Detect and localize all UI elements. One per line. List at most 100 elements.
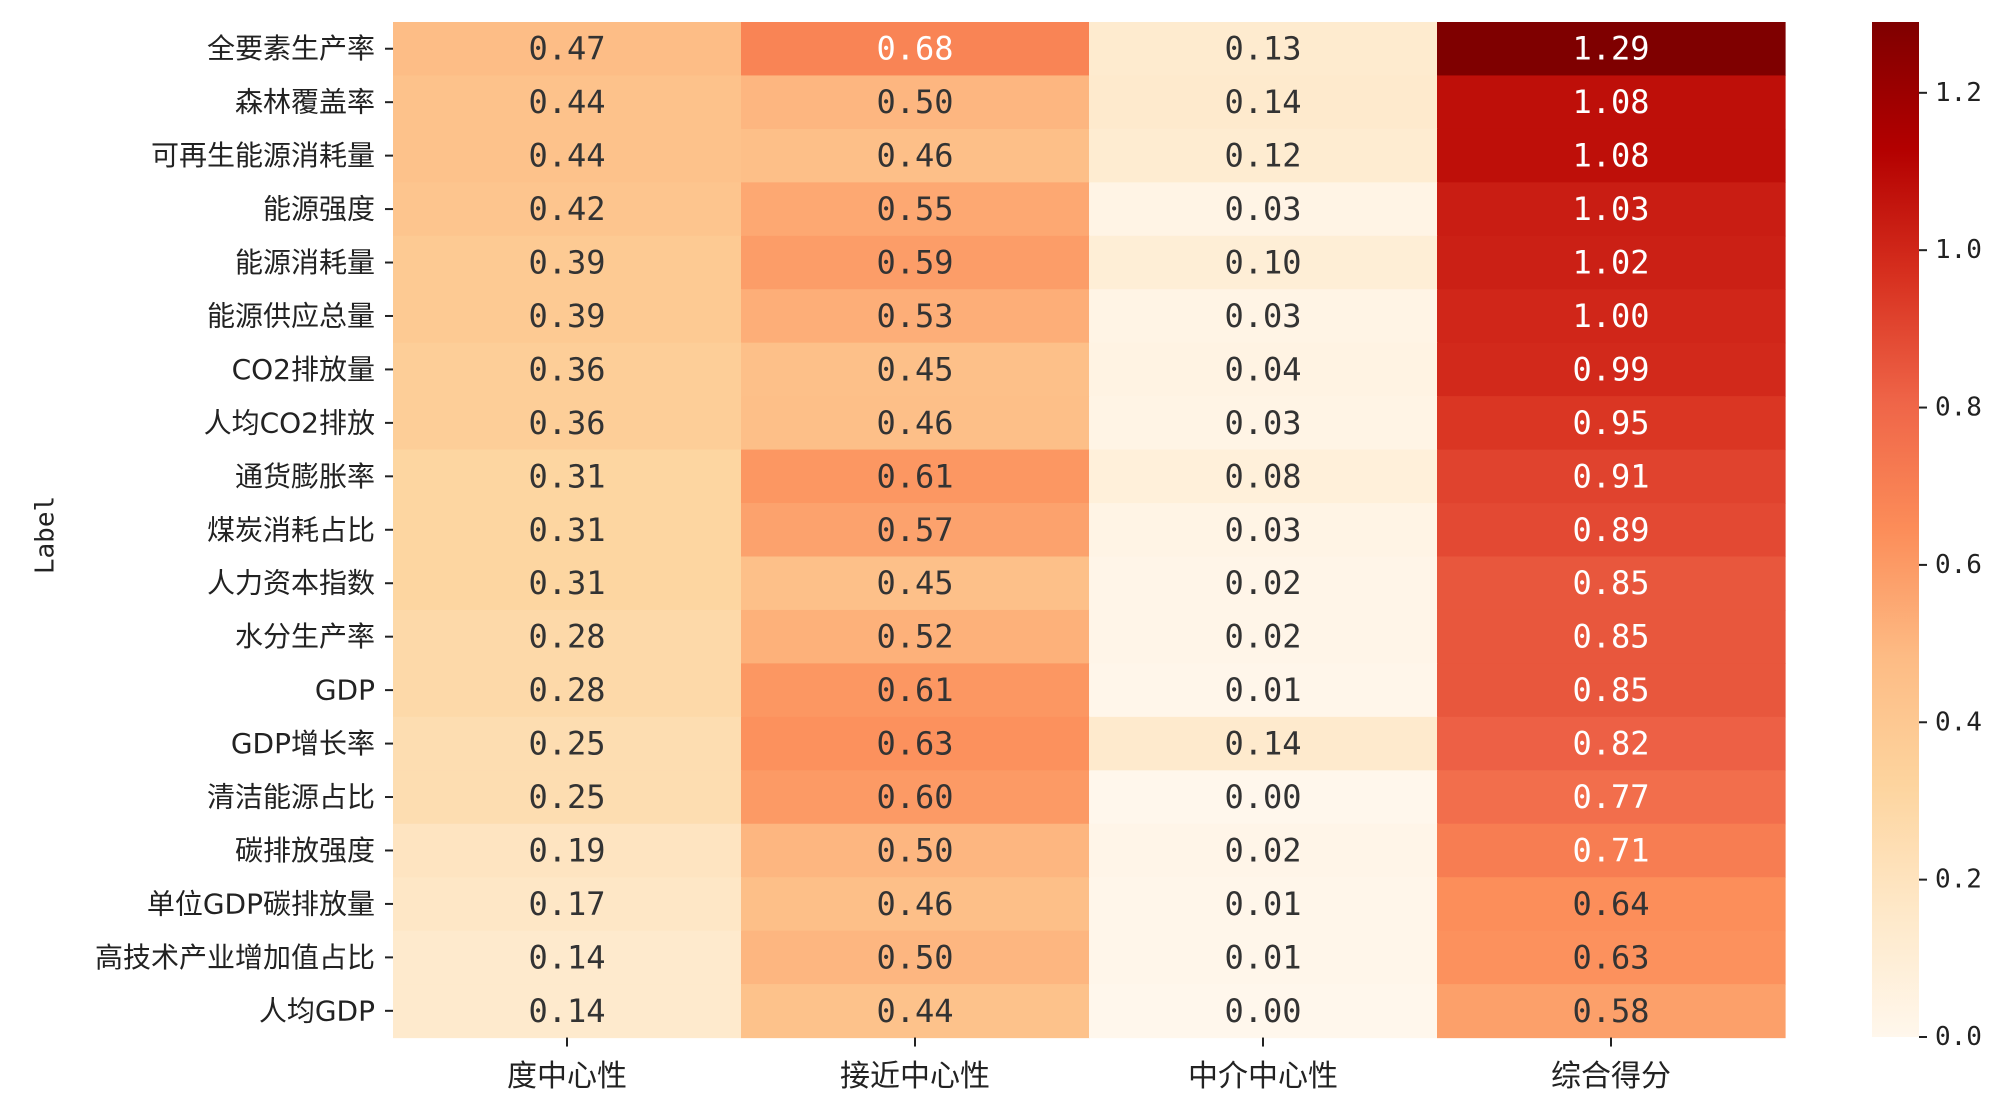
cell-value-label: 0.89 xyxy=(1572,511,1649,549)
cell-value-label: 0.46 xyxy=(876,885,953,923)
cell-value-label: 0.36 xyxy=(528,350,605,388)
heatmap-cell xyxy=(1437,449,1786,504)
cell-value-label: 0.47 xyxy=(528,30,605,68)
heatmap-cell xyxy=(741,75,1090,130)
heatmap-cell xyxy=(741,449,1090,504)
heatmap-cell xyxy=(393,75,742,130)
y-tick-label: 煤炭消耗占比 xyxy=(207,513,375,546)
cell-value-label: 0.04 xyxy=(1224,350,1301,388)
cell-value-label: 0.85 xyxy=(1572,671,1649,709)
cell-value-label: 1.08 xyxy=(1572,83,1649,121)
cell-value-label: 0.99 xyxy=(1572,350,1649,388)
colorbar: 0.0 0.2 0.4 0.6 0.8 1.0 1.2 xyxy=(1872,22,1982,1052)
cell-value-label: 0.03 xyxy=(1224,404,1301,442)
heatmap-cell xyxy=(1437,877,1786,932)
heatmap-cell xyxy=(393,984,742,1039)
cell-value-label: 0.28 xyxy=(528,618,605,656)
y-tick-label: 高技术产业增加值占比 xyxy=(95,941,375,974)
x-tick-label: 中介中心性 xyxy=(1188,1059,1338,1094)
y-tick-label: 人均CO2排放 xyxy=(204,406,375,439)
heatmap-cell xyxy=(1437,503,1786,558)
cell-value-label: 1.03 xyxy=(1572,190,1649,228)
heatmap-cell xyxy=(393,22,742,77)
heatmap-cell xyxy=(741,22,1090,77)
cell-value-label: 0.58 xyxy=(1572,992,1649,1030)
heatmap-cell xyxy=(741,556,1090,611)
cell-value-label: 0.00 xyxy=(1224,778,1301,816)
cell-value-label: 0.02 xyxy=(1224,831,1301,869)
cell-value-label: 0.14 xyxy=(528,992,605,1030)
cell-value-label: 0.02 xyxy=(1224,564,1301,602)
heatmap-cell xyxy=(393,182,742,237)
cell-value-label: 0.91 xyxy=(1572,457,1649,495)
cell-value-label: 0.68 xyxy=(876,30,953,68)
heatmap-cell xyxy=(1089,930,1438,985)
heatmap-cell xyxy=(1089,609,1438,664)
cell-value-label: 0.03 xyxy=(1224,297,1301,335)
cell-value-label: 0.52 xyxy=(876,618,953,656)
cell-value-label: 0.31 xyxy=(528,511,605,549)
heatmap-cell xyxy=(393,823,742,878)
y-tick-label: 碳排放强度 xyxy=(235,834,375,867)
y-tick-label: 清洁能源占比 xyxy=(207,781,375,814)
colorbar-tick-label: 0.6 xyxy=(1935,550,1982,580)
heatmap-cell xyxy=(741,289,1090,344)
heatmap-cell xyxy=(393,235,742,290)
cell-value-label: 0.71 xyxy=(1572,831,1649,869)
heatmap-cell xyxy=(393,609,742,664)
cell-value-label: 0.61 xyxy=(876,457,953,495)
cell-value-label: 0.61 xyxy=(876,671,953,709)
cell-value-label: 0.53 xyxy=(876,297,953,335)
x-tick-label: 度中心性 xyxy=(507,1059,627,1094)
heatmap-cell xyxy=(1437,75,1786,130)
cell-value-label: 0.50 xyxy=(876,83,953,121)
heatmap-cell xyxy=(1089,503,1438,558)
cell-value-label: 1.02 xyxy=(1572,244,1649,282)
cell-value-label: 0.55 xyxy=(876,190,953,228)
heatmap-cell xyxy=(1437,984,1786,1039)
heatmap-cell xyxy=(1437,556,1786,611)
heatmap-cell xyxy=(1437,609,1786,664)
cell-value-label: 0.03 xyxy=(1224,190,1301,228)
y-tick-label: 能源供应总量 xyxy=(207,299,375,332)
cell-value-label: 0.12 xyxy=(1224,137,1301,175)
colorbar-tick-label: 1.2 xyxy=(1935,78,1982,108)
heatmap-cell xyxy=(741,716,1090,771)
heatmap-cell xyxy=(1089,716,1438,771)
heatmap-cell xyxy=(1437,663,1786,718)
cell-value-label: 0.01 xyxy=(1224,938,1301,976)
heatmap-cell xyxy=(1089,182,1438,237)
cell-value-label: 0.77 xyxy=(1572,778,1649,816)
heatmap-cell xyxy=(1437,396,1786,451)
cell-value-label: 0.59 xyxy=(876,244,953,282)
heatmap-cell xyxy=(1437,823,1786,878)
heatmap-cell xyxy=(741,503,1090,558)
heatmap-cell xyxy=(1437,770,1786,825)
cell-value-label: 1.08 xyxy=(1572,137,1649,175)
cell-value-label: 1.29 xyxy=(1572,30,1649,68)
y-tick-label: 通货膨胀率 xyxy=(235,460,375,493)
heatmap-cell xyxy=(393,716,742,771)
heatmap-cell xyxy=(1089,449,1438,504)
y-tick-label: 可再生能源消耗量 xyxy=(151,139,375,172)
heatmap-cell xyxy=(1089,342,1438,397)
y-tick-label: GDP增长率 xyxy=(231,727,375,760)
cell-value-label: 0.01 xyxy=(1224,671,1301,709)
cell-value-label: 0.00 xyxy=(1224,992,1301,1030)
heatmap-cell xyxy=(741,984,1090,1039)
colorbar-tick-label: 1.0 xyxy=(1935,235,1982,265)
cell-value-label: 0.03 xyxy=(1224,511,1301,549)
cell-value-label: 0.19 xyxy=(528,831,605,869)
cell-value-label: 0.31 xyxy=(528,457,605,495)
heatmap-cell xyxy=(741,128,1090,183)
cell-value-label: 0.14 xyxy=(1224,725,1301,763)
x-axis: 度中心性 接近中心性 中介中心性 综合得分 xyxy=(507,1037,1671,1094)
y-tick-label: 能源强度 xyxy=(263,193,375,226)
y-tick-label: 人力资本指数 xyxy=(207,567,375,600)
heatmap-cell xyxy=(1089,22,1438,77)
heatmap-cell xyxy=(741,930,1090,985)
cell-value-label: 0.50 xyxy=(876,938,953,976)
heatmap-cell xyxy=(1089,770,1438,825)
